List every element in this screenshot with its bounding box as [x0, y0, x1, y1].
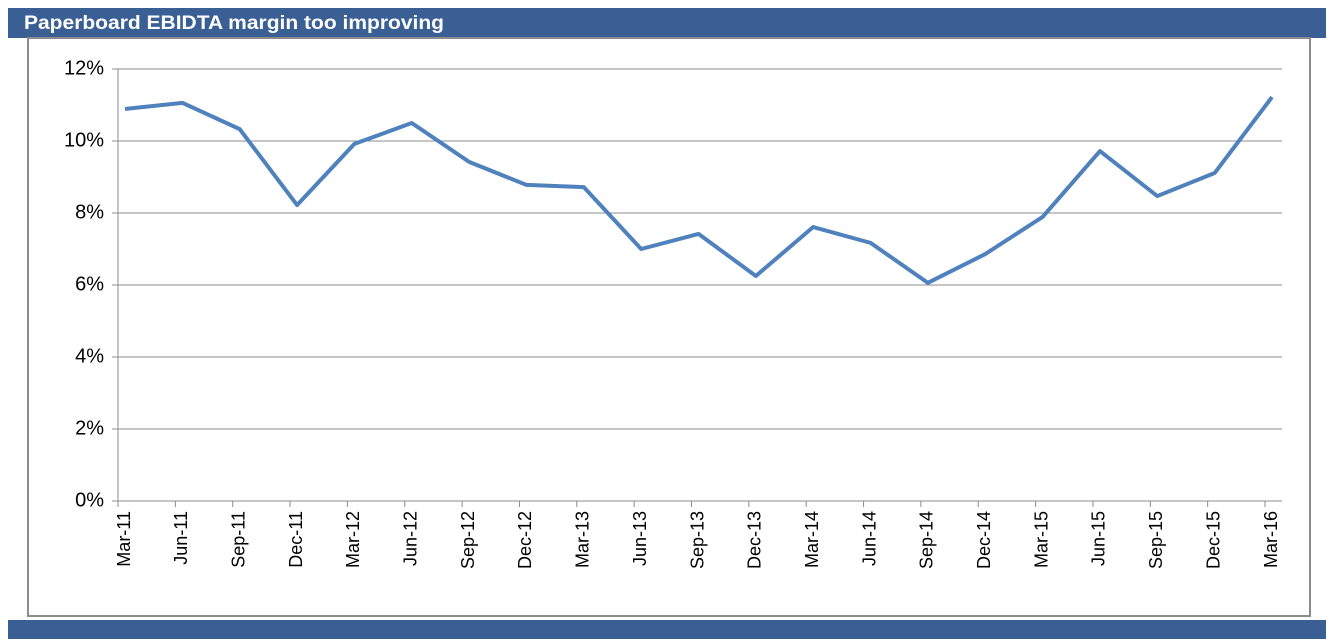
- x-tick-label: Jun-12: [401, 511, 421, 566]
- x-tick-label: Mar-12: [343, 511, 363, 568]
- x-tick-label: Sep-13: [687, 511, 707, 569]
- x-tick-label: Jun-15: [1089, 511, 1109, 566]
- x-tick-label: Jun-13: [630, 511, 650, 566]
- title-bar: [8, 8, 1326, 38]
- line-series: [124, 95, 1274, 285]
- x-tick-label: Sep-12: [458, 511, 478, 569]
- x-tick-label: Dec-12: [515, 511, 535, 569]
- y-tick-label: 8%: [75, 201, 104, 223]
- footer-bar: [8, 620, 1326, 639]
- x-tick-label: Dec-14: [974, 511, 994, 569]
- x-tick-label: Dec-11: [286, 511, 306, 568]
- x-tick-label: Jun-11: [171, 511, 191, 565]
- x-tick-label: Mar-16: [1261, 511, 1281, 568]
- x-tick-label: Jun-14: [859, 511, 879, 566]
- x-tick-label: Mar-13: [573, 511, 593, 568]
- y-tick-label: 2%: [75, 417, 104, 439]
- x-tick-label: Mar-11: [114, 511, 134, 567]
- y-tick-label: 6%: [75, 273, 104, 295]
- x-tick-label: Sep-11: [228, 511, 248, 568]
- y-tick-label: 4%: [75, 345, 104, 367]
- x-tick-label: Sep-15: [1146, 511, 1166, 569]
- x-tick-label: Dec-15: [1203, 511, 1223, 569]
- chart-frame: [27, 37, 1311, 617]
- x-tick-label: Mar-15: [1031, 511, 1051, 568]
- y-tick-label: 10%: [64, 129, 104, 151]
- x-tick-label: Mar-14: [802, 511, 822, 568]
- x-tick-label: Dec-13: [745, 511, 765, 569]
- x-tick-label: Sep-14: [917, 511, 937, 569]
- y-tick-label: 0%: [75, 489, 104, 511]
- y-tick-label: 12%: [64, 57, 104, 79]
- chart-title: Paperboard EBIDTA margin too improving: [24, 13, 444, 34]
